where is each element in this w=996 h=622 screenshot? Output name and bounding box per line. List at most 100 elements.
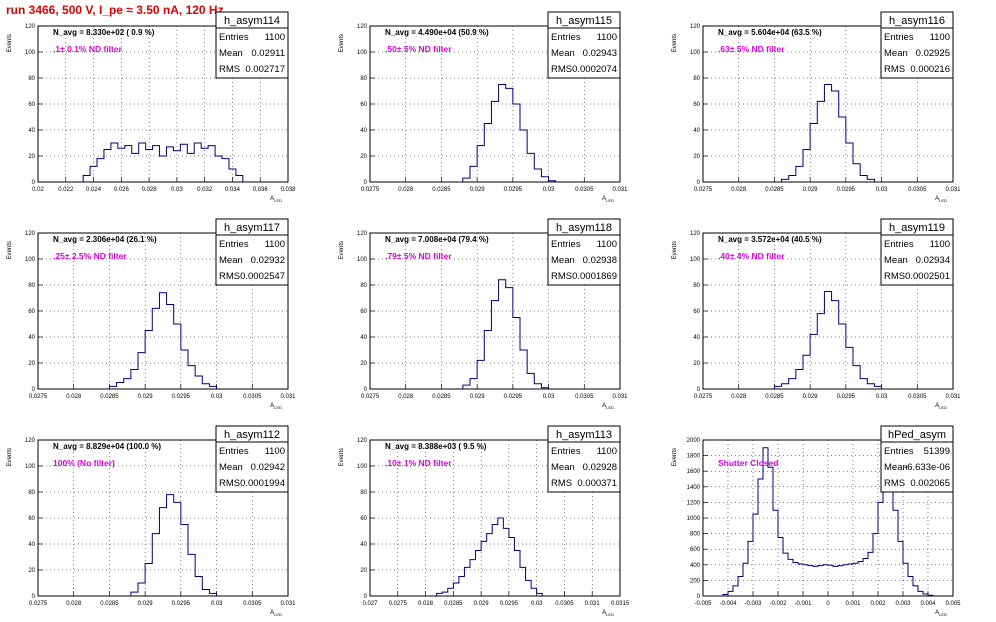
x-tick-label: -0.001 (794, 601, 812, 607)
x-tick-label: 0.0305 (575, 394, 594, 400)
stats-label: RMS (884, 64, 905, 75)
x-tick-label: 0.03 (876, 394, 888, 400)
y-tick-label: 1200 (687, 500, 701, 506)
stats-value: 1100 (597, 446, 617, 457)
x-tick-label: 0.0305 (908, 187, 927, 193)
stats-label: Entries (551, 32, 581, 43)
y-tick-label: 20 (693, 361, 700, 367)
x-tick-label: 0.031 (612, 394, 628, 400)
filter-annotation: .1± 0.1% ND filter (53, 44, 123, 54)
histogram-name: h_asym115 (556, 15, 612, 27)
histogram-name: h_asym112 (224, 429, 280, 441)
filter-annotation: .25± 2.5% ND filter (53, 251, 127, 261)
y-tick-label: 40 (360, 542, 367, 548)
stats-box-frame (547, 218, 621, 286)
x-tick-label: 0.002 (870, 601, 886, 607)
x-tick-label: 0.0305 (908, 394, 927, 400)
x-tick-label: 0.031 (280, 601, 296, 607)
navg-annotation: N_avg = 5.604e+04 (63.5 %) (718, 28, 822, 37)
filter-annotation: .50± 5% ND filter (385, 44, 452, 54)
y-tick-label: 1400 (687, 485, 701, 491)
histogram-name: h_asym113 (556, 429, 612, 441)
y-tick-label: 40 (693, 335, 700, 341)
x-tick-label: 0.028 (66, 394, 82, 400)
stats-label: RMS (551, 271, 572, 282)
stats-box-frame (880, 218, 954, 286)
x-tick-label: 0.032 (197, 187, 213, 193)
navg-annotation: N_avg = 2.306e+04 (26.1 %) (53, 235, 157, 244)
x-axis-label: ALED (270, 196, 282, 203)
navg-annotation: N_avg = 3.572e+04 (40.5 %) (718, 235, 822, 244)
stats-value: 1100 (930, 32, 950, 43)
histogram-panel-h_asym115: 0.0275 0.028 0.0285 0.029 0.0295 0.03 0.0305 0.… (339, 11, 628, 203)
y-tick-label: 400 (690, 563, 701, 569)
x-axis-label: ALED (935, 196, 947, 203)
y-tick-label: 20 (28, 361, 35, 367)
filter-annotation: .10± 1% ND filter (385, 458, 452, 468)
histogram-panel-h_asym112: 0.0275 0.028 0.0285 0.029 0.0295 0.03 0.0305 0.… (7, 425, 296, 617)
x-tick-label: 0.001 (845, 601, 861, 607)
stats-value: 0.0001994 (240, 478, 285, 489)
navg-annotation: N_avg = 7.008e+04 (79.4 %) (385, 235, 489, 244)
y-tick-label: 80 (360, 283, 367, 289)
x-tick-label: 0.026 (114, 187, 130, 193)
y-tick-label: 1600 (687, 469, 701, 475)
stats-label: RMS (219, 271, 240, 282)
stats-label: Entries (884, 32, 914, 43)
histogram-line (781, 84, 875, 182)
x-tick-label: -0.002 (769, 601, 787, 607)
navg-annotation: N_avg = 8.829e+04 (100.0 %) (53, 442, 161, 451)
x-tick-label: 0.0275 (29, 394, 48, 400)
y-tick-label: 0 (364, 387, 368, 393)
x-tick-label: 0.029 (474, 601, 490, 607)
x-tick-label: 0.031 (280, 394, 296, 400)
x-axis-label: ALED (270, 403, 282, 410)
y-tick-label: 40 (28, 335, 35, 341)
y-tick-label: 100 (357, 50, 368, 56)
x-tick-label: 0.0275 (361, 187, 380, 193)
x-tick-label: 0.03 (876, 187, 888, 193)
stats-value: 0.000371 (577, 478, 617, 489)
stats-value: 0.02932 (251, 255, 285, 266)
y-tick-label: 800 (690, 532, 701, 538)
histogram-name: h_asym118 (556, 222, 612, 234)
x-tick-label: 0.03 (171, 187, 183, 193)
x-tick-label: 0.0275 (29, 601, 48, 607)
stats-label: Mean (884, 48, 908, 59)
x-axis-label: ALED (602, 196, 614, 203)
x-tick-label: 0.031 (612, 187, 628, 193)
y-tick-label: 100 (25, 257, 36, 263)
x-axis-label: ALED (270, 610, 282, 617)
stats-box: h_asym117 Entries 1100 Mean 0.02932 RMS 0.0002… (215, 218, 289, 286)
y-tick-label: 20 (28, 154, 35, 160)
histogram-name: hPed_asym (888, 429, 946, 441)
histogram-line (722, 447, 934, 596)
stats-box-frame (215, 218, 289, 286)
stats-label: Mean (551, 255, 575, 266)
y-tick-label: 0 (364, 180, 368, 186)
y-tick-label: 40 (360, 128, 367, 134)
y-tick-label: 120 (690, 24, 701, 30)
y-tick-label: 120 (690, 231, 701, 237)
y-tick-label: 0 (32, 387, 36, 393)
x-tick-label: 0.0285 (765, 394, 784, 400)
stats-value: 0.02938 (583, 255, 617, 266)
stats-label: Entries (884, 446, 914, 457)
x-tick-label: 0.022 (58, 187, 74, 193)
x-tick-label: 0 (826, 601, 830, 607)
stats-label: Mean (551, 462, 575, 473)
histogram-panel-h_asym119: 0.0275 0.028 0.0285 0.029 0.0295 0.03 0.0305 0.… (672, 218, 961, 410)
stats-value: 0.002717 (245, 64, 285, 75)
x-tick-label: -0.005 (694, 601, 712, 607)
histogram-name: h_asym117 (224, 222, 280, 234)
stats-value: 1100 (597, 32, 617, 43)
y-tick-label: 0 (32, 180, 36, 186)
histogram-line (108, 292, 218, 389)
stats-value: 0.0002074 (572, 64, 617, 75)
x-tick-label: 0.03 (543, 394, 555, 400)
x-tick-label: 0.0295 (172, 394, 191, 400)
stats-value: 0.02943 (583, 48, 617, 59)
stats-value: 1100 (265, 32, 285, 43)
x-tick-label: 0.028 (731, 187, 747, 193)
y-tick-label: 120 (25, 231, 36, 237)
